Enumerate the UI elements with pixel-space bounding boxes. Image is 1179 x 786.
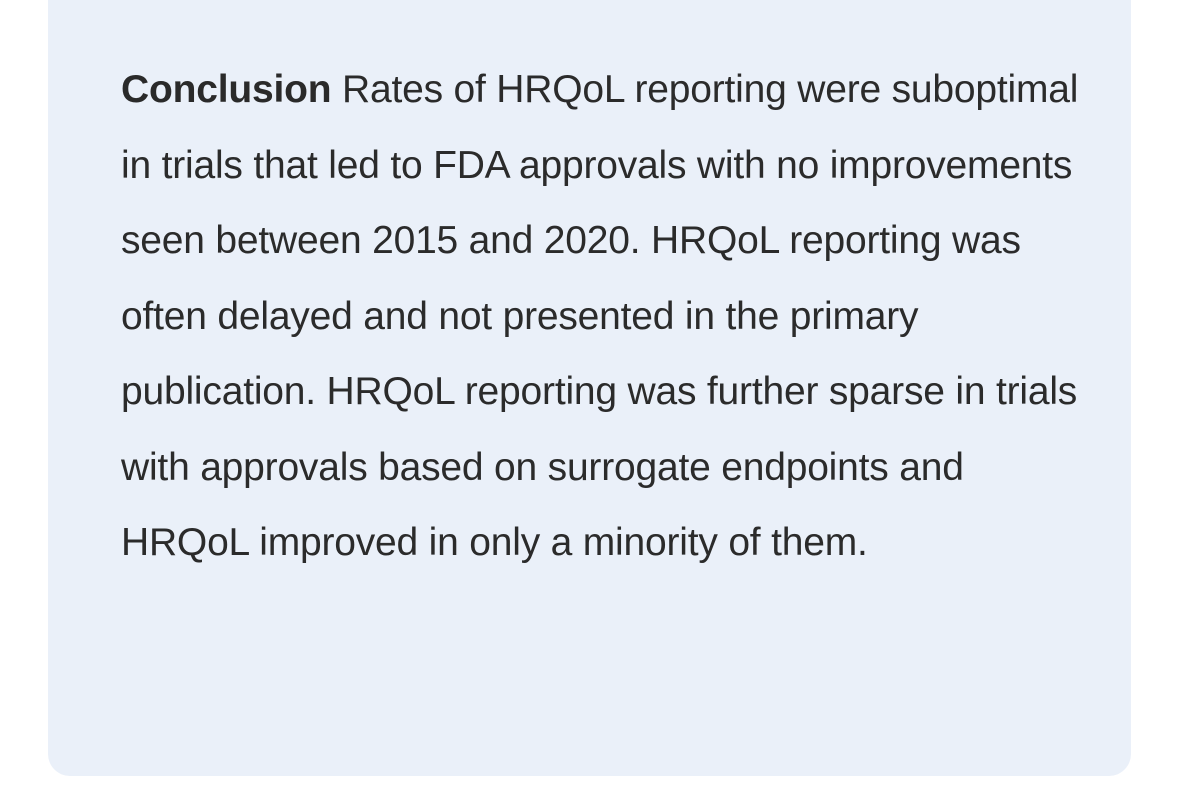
conclusion-body: Rates of HRQoL reporting were suboptimal… bbox=[121, 68, 1079, 564]
conclusion-label: Conclusion bbox=[121, 68, 332, 111]
conclusion-paragraph: Conclusion Rates of HRQoL reporting were… bbox=[121, 52, 1081, 581]
abstract-conclusion-card bbox=[48, 0, 1131, 776]
